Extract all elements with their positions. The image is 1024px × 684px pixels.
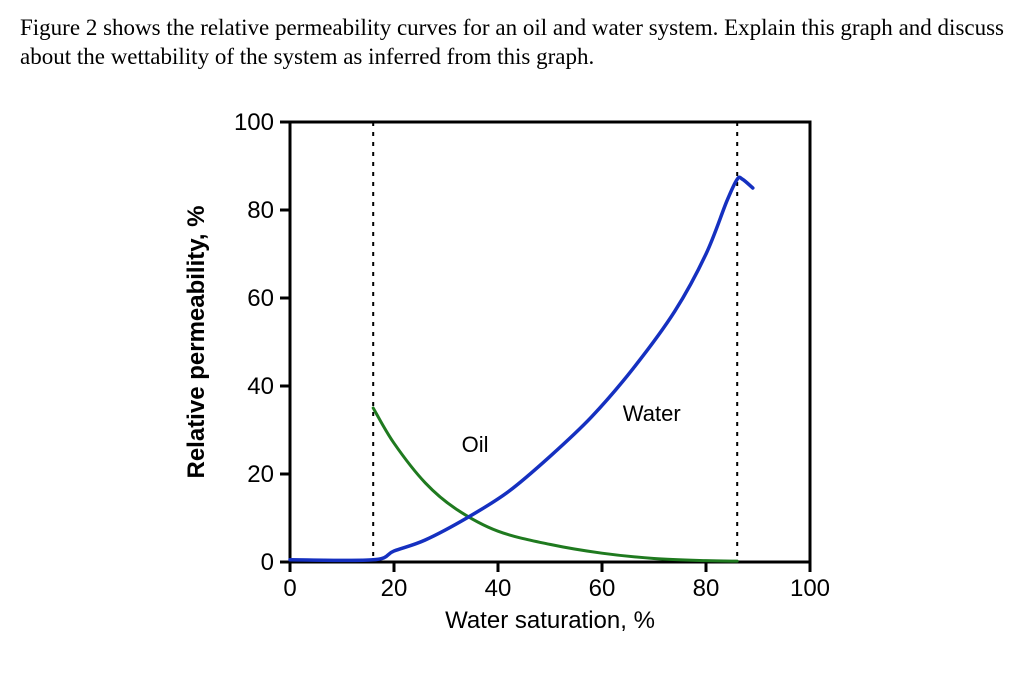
svg-text:100: 100 — [790, 575, 830, 602]
svg-text:Relative permeability, %: Relative permeability, % — [183, 206, 210, 479]
svg-text:20: 20 — [381, 575, 408, 602]
svg-text:80: 80 — [247, 197, 274, 224]
svg-text:0: 0 — [261, 549, 274, 576]
svg-text:20: 20 — [247, 461, 274, 488]
question-text: Figure 2 shows the relative permeability… — [20, 14, 1004, 72]
svg-text:60: 60 — [247, 285, 274, 312]
svg-text:100: 100 — [234, 109, 274, 136]
relperm-chart: 0 20 40 60 80 100 0 20 40 60 80 100 Water saturation… — [170, 92, 830, 652]
oil-label: Oil — [462, 432, 489, 457]
svg-text:0: 0 — [283, 575, 296, 602]
svg-text:40: 40 — [247, 373, 274, 400]
svg-text:Water saturation, %: Water saturation, % — [445, 607, 655, 634]
water-label: Water — [623, 401, 681, 426]
svg-text:40: 40 — [485, 575, 512, 602]
svg-text:80: 80 — [693, 575, 720, 602]
svg-text:60: 60 — [589, 575, 616, 602]
